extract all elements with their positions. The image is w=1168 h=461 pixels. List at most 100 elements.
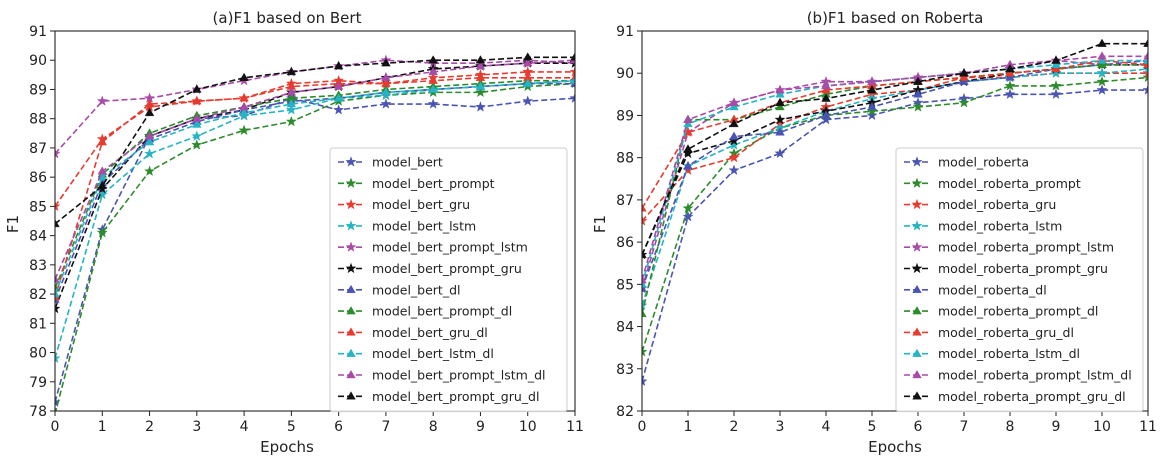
y-axis-label: F1 [591,215,609,233]
legend-item: model_bert_gru_dl [338,325,488,340]
data-point [475,55,486,64]
legend-label: model_roberta_prompt_gru [938,261,1108,276]
data-point [333,104,345,115]
legend-item: model_roberta_prompt_gru [904,261,1108,276]
legend-swatch-marker [345,177,357,188]
data-point [959,68,969,77]
legend-item: model_roberta_prompt_lstm_dl [904,368,1132,383]
series-group [642,38,1148,387]
legend-label: model_roberta_gru_dl [938,325,1074,340]
legend-item: model_roberta_prompt [904,176,1081,191]
legend-swatch-marker [911,262,923,274]
data-point [1005,72,1015,81]
data-point [642,308,647,318]
data-point [1097,51,1107,60]
legend-label: model_bert_prompt_lstm [372,240,528,255]
data-point [474,101,486,112]
series-line [642,59,1148,209]
y-tick-label: 82 [29,287,47,303]
data-point [475,72,486,81]
x-tick-label: 1 [98,419,107,435]
data-point [55,200,61,212]
data-point [55,302,61,314]
y-tick-label: 90 [29,53,47,69]
data-point [912,101,924,112]
series-line [55,56,575,225]
legend-label: model_bert_prompt_lstm_dl [372,368,546,383]
legend-swatch-marker [345,198,357,210]
data-point [1096,67,1108,78]
data-point [682,202,694,214]
data-point [97,166,107,175]
data-point [1050,80,1062,91]
data-point [191,139,203,150]
data-point [570,52,575,61]
data-point [775,101,785,111]
data-point [1050,88,1062,100]
x-tick-label: 7 [381,419,390,435]
data-point [1004,88,1016,100]
legend-label: model_roberta [938,155,1029,170]
y-tick-label: 85 [616,277,634,293]
y-tick-label: 88 [616,151,634,167]
legend-label: model_roberta_prompt_lstm [938,240,1114,255]
data-point [642,203,647,212]
data-point [642,275,647,284]
data-point [642,215,648,226]
plot-frame [641,30,1149,412]
x-tick-label: 7 [960,419,969,435]
legend-swatch-marker [912,327,922,336]
y-tick-label: 84 [29,229,47,245]
data-point [523,52,533,61]
legend-swatch-marker [345,156,357,167]
data-point [729,97,739,106]
legend-item: model_roberta_lstm [904,218,1062,233]
data-point [683,114,693,123]
y-tick-label: 87 [29,141,47,157]
legend-swatch-marker [346,391,356,400]
legend-item: model_roberta_dl [904,282,1047,297]
legend-swatch-marker [346,348,356,357]
data-point [729,131,739,140]
x-tick-label: 6 [914,419,923,435]
data-point [728,139,740,150]
data-point [775,97,785,106]
data-point [913,76,923,85]
data-point [729,118,739,128]
chart-title: (a)F1 based on Bert [213,9,362,27]
legend-item: model_bert_lstm [338,218,476,233]
legend-item: model_bert_prompt_gru [338,261,522,276]
legend-item: model_roberta_prompt_dl [904,304,1098,319]
legend-swatch-marker [911,156,923,167]
x-tick-label: 1 [684,419,693,435]
legend-swatch-marker [346,327,356,336]
legend-item: model_roberta_gru [904,197,1056,212]
legend-box [895,147,1144,413]
series-group [55,52,575,411]
legend-item: model_bert_prompt_gru_dl [338,389,539,404]
x-tick-label: 0 [51,419,60,435]
y-tick-label: 91 [616,24,634,40]
x-tick-label: 6 [334,419,343,435]
data-point [428,55,438,64]
data-point [144,137,155,146]
data-point [239,101,249,111]
chart-roberta: (b)F1 based on Roberta Epochs F1 0 1 2 3 4 5 6… [591,9,1157,456]
data-point [96,188,108,200]
data-point [144,107,155,117]
data-point [428,66,438,76]
data-point [191,130,203,141]
data-point [570,75,575,84]
data-point [238,124,250,136]
x-tick-label: 11 [566,419,584,435]
y-tick-label: 83 [29,258,47,274]
series-model_roberta_prompt_gru_dl [642,38,1148,258]
data-point [775,89,785,98]
data-point [913,89,923,98]
data-point [775,85,785,94]
legend-swatch-marker [345,220,357,231]
data-point [642,249,647,258]
data-point [1096,84,1108,95]
